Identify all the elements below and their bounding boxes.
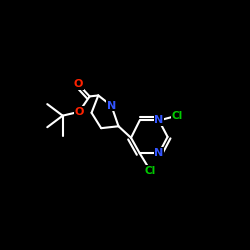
Text: Cl: Cl bbox=[172, 111, 183, 121]
Text: O: O bbox=[74, 79, 83, 89]
Text: O: O bbox=[74, 107, 84, 117]
Text: N: N bbox=[107, 101, 116, 111]
Text: N: N bbox=[154, 116, 164, 126]
Text: Cl: Cl bbox=[145, 166, 156, 175]
Text: N: N bbox=[154, 148, 164, 158]
